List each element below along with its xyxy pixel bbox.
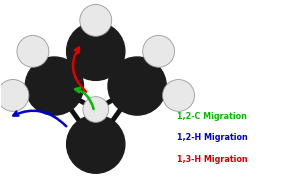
Ellipse shape [67,115,125,173]
Text: 1,2-H Migration: 1,2-H Migration [177,133,248,142]
Ellipse shape [67,22,125,80]
Ellipse shape [143,36,175,67]
FancyArrowPatch shape [73,48,86,92]
Ellipse shape [83,97,109,122]
Ellipse shape [0,80,29,111]
Text: 1,2-C Migration: 1,2-C Migration [177,112,247,121]
FancyArrowPatch shape [13,111,66,126]
Text: 1,3-H Migration: 1,3-H Migration [177,155,248,164]
FancyArrowPatch shape [75,88,94,109]
Ellipse shape [80,5,112,36]
Ellipse shape [17,36,49,67]
Ellipse shape [25,57,83,115]
Ellipse shape [108,57,166,115]
Ellipse shape [163,80,194,111]
